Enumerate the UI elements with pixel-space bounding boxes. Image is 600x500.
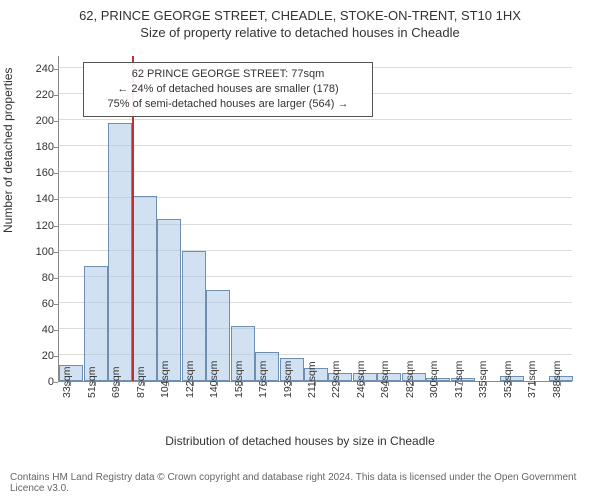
y-tick-label: 80: [14, 272, 54, 284]
gridline: [59, 171, 572, 172]
y-tick-label: 220: [14, 89, 54, 101]
annotation-line3: 75% of semi-detached houses are larger (…: [90, 97, 366, 112]
y-tick-label: 20: [14, 350, 54, 362]
annotation-line2: ← 24% of detached houses are smaller (17…: [90, 82, 366, 97]
y-tick-label: 200: [14, 115, 54, 127]
y-tick-label: 0: [14, 376, 54, 388]
y-tick-label: 120: [14, 220, 54, 232]
gridline: [59, 119, 572, 120]
y-tick-label: 60: [14, 298, 54, 310]
y-tick-label: 140: [14, 193, 54, 205]
title-address: 62, PRINCE GEORGE STREET, CHEADLE, STOKE…: [0, 8, 600, 23]
y-axis-label: Number of detached properties: [1, 68, 15, 233]
y-tick-mark: [54, 382, 58, 383]
y-tick-label: 100: [14, 246, 54, 258]
y-tick-label: 160: [14, 167, 54, 179]
copyright-footer: Contains HM Land Registry data © Crown c…: [10, 472, 600, 494]
x-axis-label: Distribution of detached houses by size …: [0, 434, 600, 448]
title-subtitle: Size of property relative to detached ho…: [0, 25, 600, 40]
chart-title-block: 62, PRINCE GEORGE STREET, CHEADLE, STOKE…: [0, 0, 600, 40]
y-tick-label: 180: [14, 141, 54, 153]
y-tick-label: 40: [14, 324, 54, 336]
plot-area: 62 PRINCE GEORGE STREET: 77sqm ← 24% of …: [58, 56, 572, 382]
gridline: [59, 145, 572, 146]
histogram-bar: [108, 123, 132, 381]
histogram-bar: [133, 196, 157, 381]
histogram-chart: Number of detached properties 0 20 40 60 80 1…: [0, 46, 600, 446]
y-tick-label: 240: [14, 63, 54, 75]
annotation-box: 62 PRINCE GEORGE STREET: 77sqm ← 24% of …: [83, 62, 373, 117]
annotation-line1: 62 PRINCE GEORGE STREET: 77sqm: [90, 67, 366, 82]
histogram-bar: [84, 266, 108, 381]
histogram-bar: [157, 219, 181, 381]
